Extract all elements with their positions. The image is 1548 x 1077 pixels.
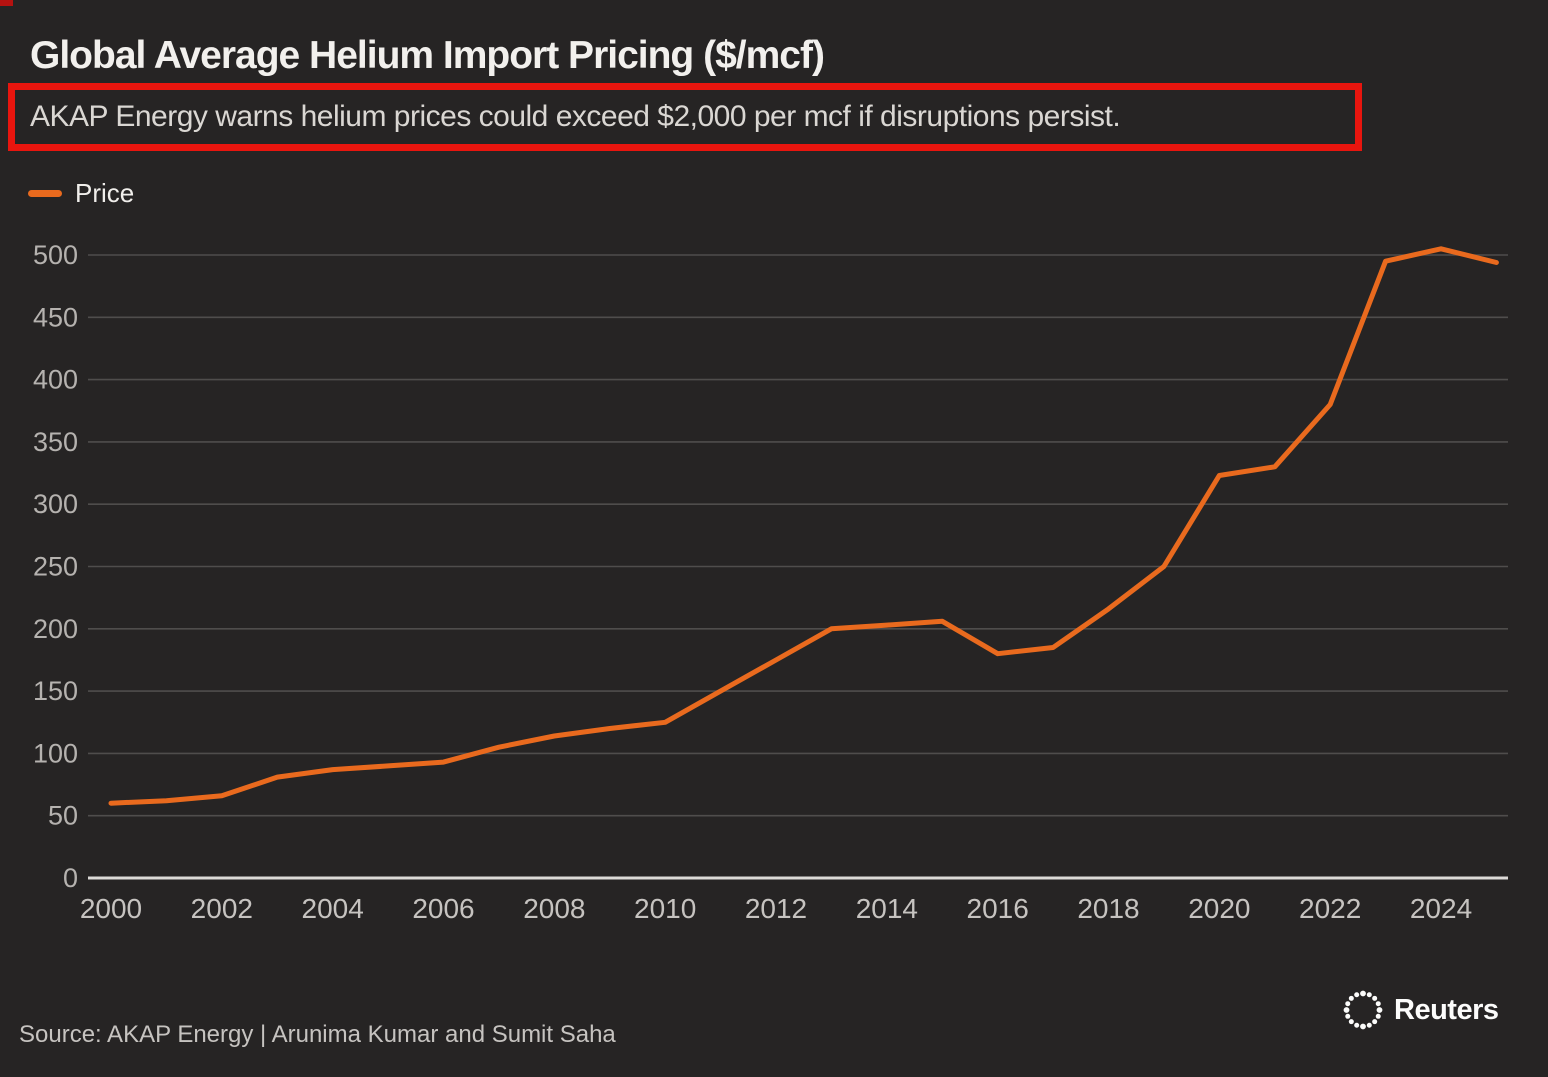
x-tick-label: 2000 <box>80 893 142 924</box>
logo-dot <box>1345 1013 1351 1019</box>
logo-dot <box>1375 1013 1381 1019</box>
logo-dot <box>1345 1001 1351 1007</box>
price-line <box>108 246 1499 806</box>
y-tick-label: 200 <box>33 614 78 644</box>
y-tick-label: 0 <box>63 863 78 893</box>
logo-dot <box>1360 990 1366 997</box>
logo-dot <box>1360 1023 1366 1030</box>
y-tick-label: 250 <box>33 552 78 582</box>
y-tick-label: 450 <box>33 302 78 332</box>
reuters-dotted-circle-icon <box>1343 990 1383 1030</box>
x-tick-label: 2014 <box>856 893 918 924</box>
x-tick-label: 2010 <box>634 893 696 924</box>
x-tick-label: 2002 <box>191 893 253 924</box>
x-tick-label: 2020 <box>1188 893 1250 924</box>
x-tick-label: 2022 <box>1299 893 1361 924</box>
logo-dot <box>1376 1007 1383 1013</box>
y-tick-label: 100 <box>33 738 78 768</box>
logo-dot <box>1354 1022 1360 1028</box>
legend-label-price: Price <box>75 177 135 208</box>
x-tick-label: 2024 <box>1410 893 1472 924</box>
annotation-highlight-box: AKAP Energy warns helium prices could ex… <box>8 83 1362 151</box>
price-line-swatch-icon <box>28 189 62 197</box>
logo-dot <box>1343 1007 1350 1013</box>
logo-dot <box>1372 995 1378 1001</box>
y-tick-label: 300 <box>33 489 78 519</box>
logo-dot <box>1348 995 1354 1001</box>
y-tick-label: 400 <box>33 365 78 395</box>
logo-dot <box>1372 1019 1378 1025</box>
source-credit: Source: AKAP Energy | Arunima Kumar and … <box>19 1021 616 1048</box>
chart-subtitle: AKAP Energy warns helium prices could ex… <box>30 100 1121 133</box>
chart-title: Global Average Helium Import Pricing ($/… <box>30 34 825 77</box>
legend: Price <box>28 176 134 210</box>
screen-corner-artifact <box>0 0 13 6</box>
logo-dot <box>1375 1001 1381 1007</box>
x-tick-label: 2012 <box>745 893 807 924</box>
y-tick-label: 350 <box>33 427 78 457</box>
logo-dot <box>1366 992 1372 998</box>
x-tick-label: 2018 <box>1077 893 1139 924</box>
y-tick-label: 150 <box>33 676 78 706</box>
y-tick-label: 50 <box>48 801 78 831</box>
x-tick-label: 2004 <box>302 893 364 924</box>
x-tick-label: 2016 <box>967 893 1029 924</box>
x-tick-label: 2006 <box>412 893 474 924</box>
y-tick-label: 500 <box>33 240 78 270</box>
logo-dot <box>1366 1022 1372 1028</box>
logo-dots <box>1343 990 1383 1030</box>
logo-dot <box>1354 992 1360 998</box>
reuters-wordmark: Reuters <box>1394 993 1499 1026</box>
reuters-logo: Reuters <box>1341 982 1499 1038</box>
logo-dot <box>1348 1019 1354 1025</box>
x-tick-label: 2008 <box>523 893 585 924</box>
